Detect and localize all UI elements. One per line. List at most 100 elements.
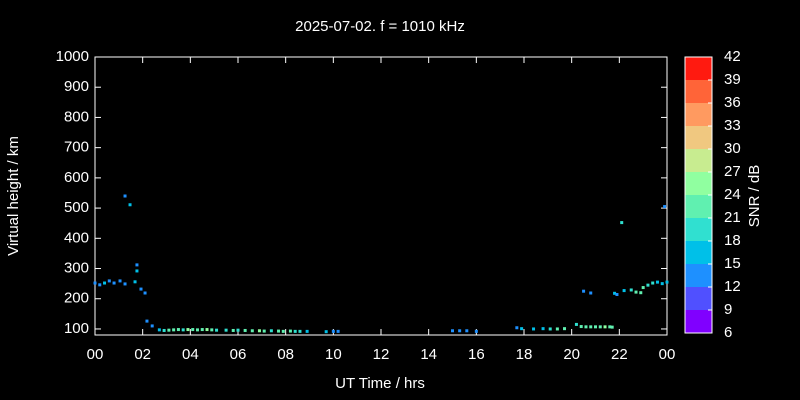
colorbar-tick-label: 6 xyxy=(724,324,732,341)
point xyxy=(157,328,161,332)
point xyxy=(458,329,462,333)
point xyxy=(191,328,195,332)
point xyxy=(293,329,297,333)
point xyxy=(172,328,176,332)
point xyxy=(665,280,669,284)
colorbar-tick-label: 21 xyxy=(724,209,741,226)
point xyxy=(162,328,166,332)
colorbar-tick-label: 9 xyxy=(724,301,732,318)
point xyxy=(520,327,524,331)
y-tick-label: 200 xyxy=(64,290,89,307)
point xyxy=(639,291,643,295)
point xyxy=(281,329,285,333)
colorbar-band xyxy=(685,195,712,218)
point xyxy=(181,328,185,332)
point xyxy=(195,328,199,332)
point xyxy=(613,291,617,295)
colorbar-tick-label: 15 xyxy=(724,255,741,272)
point xyxy=(139,287,143,291)
point xyxy=(118,279,122,283)
y-tick-label: 400 xyxy=(64,229,89,246)
point xyxy=(298,329,302,333)
y-tick-label: 900 xyxy=(64,78,89,95)
y-tick-label: 1000 xyxy=(56,48,89,65)
colorbar-band xyxy=(685,172,712,195)
x-tick-label: 10 xyxy=(325,346,342,363)
chart-title: 2025-07-02. f = 1010 kHz xyxy=(295,18,465,35)
point xyxy=(269,329,273,333)
point xyxy=(305,329,309,333)
point xyxy=(641,286,645,290)
point xyxy=(663,205,667,209)
point xyxy=(277,329,281,333)
point xyxy=(651,281,655,285)
point xyxy=(336,329,340,333)
point xyxy=(186,328,190,332)
colorbar-tick-label: 24 xyxy=(724,186,741,203)
point xyxy=(451,329,454,333)
point xyxy=(474,329,478,333)
point xyxy=(598,325,602,329)
point xyxy=(103,281,107,285)
point xyxy=(112,281,116,285)
x-tick-label: 22 xyxy=(611,346,628,363)
point xyxy=(563,327,567,331)
colorbar-band xyxy=(685,103,712,126)
point xyxy=(465,329,469,333)
y-axis-label: Virtual height / km xyxy=(5,136,22,256)
point xyxy=(589,325,593,329)
colorbar-tick-label: 30 xyxy=(724,140,741,157)
point xyxy=(584,325,588,329)
colorbar-tick-label: 33 xyxy=(724,117,741,134)
point xyxy=(257,329,261,333)
point xyxy=(236,328,240,332)
y-tick-label: 300 xyxy=(64,259,89,276)
x-tick-label: 00 xyxy=(659,346,676,363)
point xyxy=(133,280,137,284)
point xyxy=(622,289,626,293)
point xyxy=(288,329,292,333)
y-tick-label: 500 xyxy=(64,199,89,216)
point xyxy=(215,328,219,332)
x-tick-label: 08 xyxy=(277,346,294,363)
point xyxy=(324,330,328,334)
x-axis-label: UT Time / hrs xyxy=(335,375,425,392)
colorbar-band xyxy=(685,149,712,172)
point xyxy=(615,293,619,297)
colorbar-band xyxy=(685,218,712,241)
point xyxy=(205,328,209,332)
point xyxy=(515,326,519,330)
point xyxy=(143,291,147,295)
point xyxy=(655,280,659,284)
x-tick-label: 00 xyxy=(87,346,104,363)
x-tick-label: 20 xyxy=(563,346,580,363)
point xyxy=(262,329,266,333)
point xyxy=(582,289,586,293)
point xyxy=(167,328,171,332)
point xyxy=(603,325,607,329)
y-tick-label: 700 xyxy=(64,139,89,156)
point xyxy=(574,322,578,326)
colorbar-label: SNR / dB xyxy=(746,165,763,228)
point xyxy=(135,269,139,273)
x-tick-label: 12 xyxy=(373,346,390,363)
colorbar-band xyxy=(685,287,712,310)
point xyxy=(250,329,254,333)
point xyxy=(331,329,335,333)
point xyxy=(243,328,247,332)
point xyxy=(135,263,139,267)
x-tick-label: 06 xyxy=(230,346,247,363)
point xyxy=(176,328,180,332)
x-tick-label: 02 xyxy=(134,346,151,363)
point xyxy=(629,288,633,292)
point xyxy=(548,327,552,331)
point xyxy=(610,325,614,329)
point xyxy=(594,325,597,329)
y-tick-label: 800 xyxy=(64,108,89,125)
colorbar-tick-label: 36 xyxy=(724,94,741,111)
x-tick-label: 14 xyxy=(420,346,437,363)
point xyxy=(224,328,228,332)
point xyxy=(555,327,559,331)
colorbar-band xyxy=(685,126,712,149)
